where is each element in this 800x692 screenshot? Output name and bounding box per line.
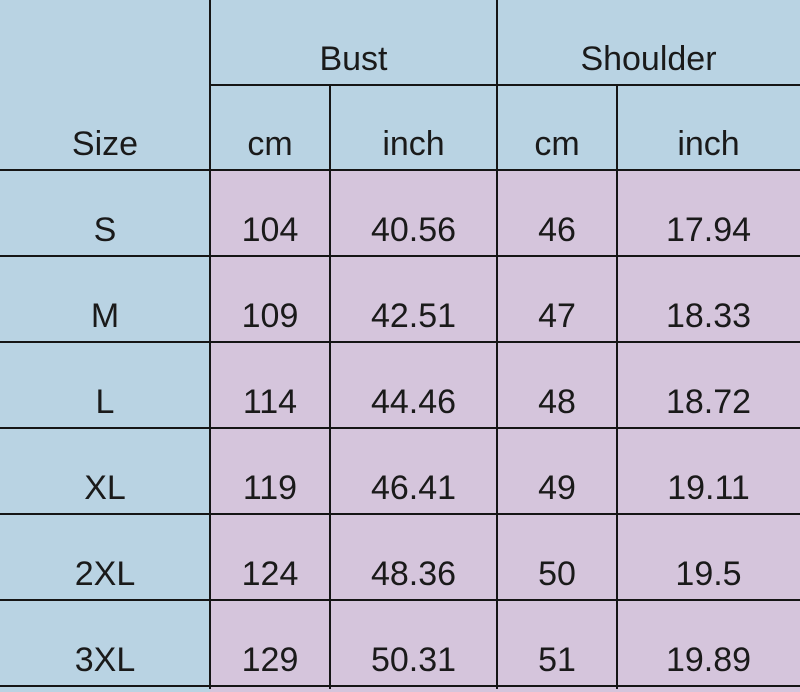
cell-size: 2XL [0, 514, 210, 600]
header-bust: Bust [210, 0, 497, 85]
cell-size: 3XL [0, 600, 210, 686]
cell-shoulder-cm: 46 [497, 170, 617, 256]
cell-shoulder-inch: 19.5 [617, 514, 800, 600]
header-shoulder-cm: cm [497, 85, 617, 170]
header-bust-cm: cm [210, 85, 330, 170]
grid-line [329, 85, 331, 689]
cell-shoulder-inch: 17.94 [617, 170, 800, 256]
grid-line [616, 85, 618, 689]
cell-shoulder-cm: 47 [497, 256, 617, 342]
header-shoulder-inch: inch [617, 85, 800, 170]
cell-bust-inch: 46.41 [330, 428, 497, 514]
cell-shoulder-inch: 18.33 [617, 256, 800, 342]
cell-size: L [0, 342, 210, 428]
cell-shoulder-cm: 48 [497, 342, 617, 428]
grid-line [0, 513, 800, 515]
grid-line [0, 341, 800, 343]
cell-bust-cm: 119 [210, 428, 330, 514]
cell-shoulder-inch: 18.72 [617, 342, 800, 428]
cell-bust-inch: 42.51 [330, 256, 497, 342]
header-shoulder: Shoulder [497, 0, 800, 85]
cell-size: S [0, 170, 210, 256]
grid-line [0, 427, 800, 429]
cell-shoulder-inch: 19.89 [617, 600, 800, 686]
cell-bust-inch: 44.46 [330, 342, 497, 428]
grid-line [0, 599, 800, 601]
cell-shoulder-cm: 50 [497, 514, 617, 600]
cell-bust-inch: 40.56 [330, 170, 497, 256]
header-size: Size [0, 0, 210, 170]
grid-line [210, 84, 800, 86]
cell-shoulder-inch: 19.11 [617, 428, 800, 514]
cell-shoulder-cm: 51 [497, 600, 617, 686]
cell-bust-cm: 124 [210, 514, 330, 600]
grid-line [209, 0, 211, 689]
cell-bust-cm: 109 [210, 256, 330, 342]
grid-line [0, 255, 800, 257]
cell-shoulder-cm: 49 [497, 428, 617, 514]
grid-line [0, 685, 800, 687]
cell-bust-inch: 48.36 [330, 514, 497, 600]
cell-size: M [0, 256, 210, 342]
grid-line [496, 0, 498, 689]
header-bust-inch: inch [330, 85, 497, 170]
grid-line [0, 169, 800, 171]
cell-bust-inch: 50.31 [330, 600, 497, 686]
cell-size: XL [0, 428, 210, 514]
cell-bust-cm: 104 [210, 170, 330, 256]
cell-bust-cm: 114 [210, 342, 330, 428]
cell-bust-cm: 129 [210, 600, 330, 686]
